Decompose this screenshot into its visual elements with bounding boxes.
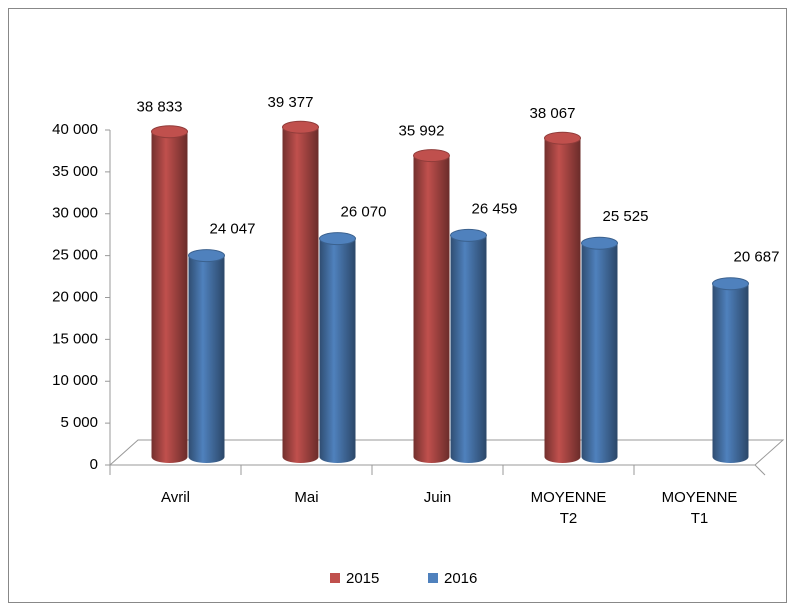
data-label: 20 687 <box>734 249 780 266</box>
y-tick-label: 25 000 <box>52 247 98 264</box>
data-label: 35 992 <box>399 123 445 140</box>
data-label: 38 067 <box>530 105 576 122</box>
y-tick-label: 10 000 <box>52 372 98 389</box>
bar-top <box>712 277 749 291</box>
y-tick-label: 0 <box>90 456 98 473</box>
bar-top <box>188 249 225 263</box>
data-label: 39 377 <box>268 94 314 111</box>
legend-swatch <box>330 573 340 583</box>
bar <box>450 235 487 464</box>
x-tick-label: Juin <box>423 489 452 506</box>
bar <box>151 131 188 464</box>
data-label: 38 833 <box>137 99 183 116</box>
data-label: 25 525 <box>603 208 649 225</box>
legend-label: 2016 <box>444 570 477 587</box>
y-tick-label: 15 000 <box>52 330 98 347</box>
bar-top <box>282 120 319 134</box>
bar-top <box>450 228 487 242</box>
bar <box>188 255 225 464</box>
legend-label: 2015 <box>346 570 379 587</box>
x-tick-label: MOYENNE T1 <box>661 489 738 527</box>
data-label: 26 070 <box>341 204 387 221</box>
bar <box>413 155 450 464</box>
bar-top <box>319 232 356 246</box>
bar <box>544 138 581 464</box>
bar <box>282 127 319 464</box>
x-tick <box>754 464 766 476</box>
bar-top <box>581 236 618 250</box>
x-tick-label: Mai <box>294 489 319 506</box>
bar <box>581 243 618 464</box>
y-tick-label: 40 000 <box>52 121 98 138</box>
y-tick-label: 35 000 <box>52 163 98 180</box>
legend-swatch <box>428 573 438 583</box>
data-label: 24 047 <box>210 221 256 238</box>
bar <box>319 238 356 464</box>
x-tick-label: Avril <box>161 489 190 506</box>
chart-frame <box>8 8 787 603</box>
y-tick-label: 30 000 <box>52 205 98 222</box>
data-label: 26 459 <box>472 200 518 217</box>
y-tick-label: 5 000 <box>60 414 98 431</box>
y-tick-label: 20 000 <box>52 288 98 305</box>
x-tick-label: MOYENNE T2 <box>530 489 607 527</box>
bar-top <box>544 131 581 145</box>
bar <box>712 283 749 464</box>
bar-top <box>151 125 188 139</box>
bar-top <box>413 149 450 163</box>
